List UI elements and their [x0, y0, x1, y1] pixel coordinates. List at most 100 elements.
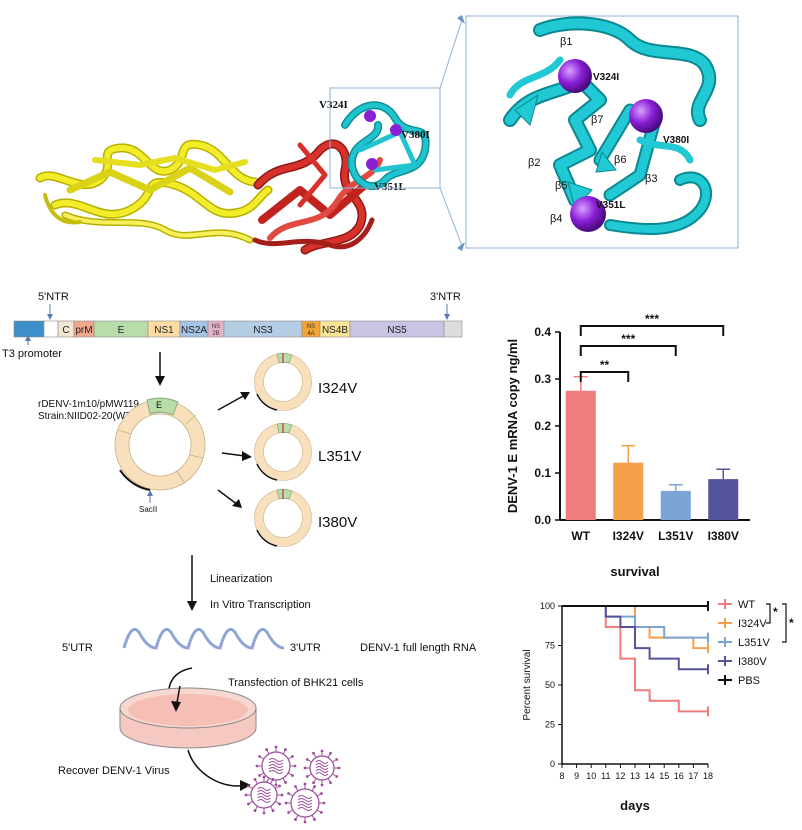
genome-segment [13, 320, 45, 338]
virion-spike-tip [312, 751, 315, 755]
recover-arrow-icon [240, 780, 251, 791]
mutant-e-region [276, 423, 293, 434]
virion-spike-tip [294, 818, 297, 821]
protein-structure: V324I V380I V351L [35, 15, 465, 255]
genome-segment-label: NS3 [253, 325, 273, 336]
virion-spike [295, 814, 299, 819]
surv-x-tick-label: 16 [674, 771, 684, 781]
sphere-v351l [366, 158, 378, 170]
virion-spike-tip [313, 818, 316, 821]
bar-y-tick-label: 0.4 [534, 325, 551, 339]
virion-spike [287, 756, 292, 760]
bar-y-tick-label: 0.1 [534, 466, 551, 480]
virion-spike [307, 759, 312, 763]
bar-y-tick-label: 0.0 [534, 513, 551, 527]
virion-genome [257, 796, 271, 800]
bar-category-label: I324V [613, 529, 644, 543]
bar-i380v [708, 479, 739, 520]
zoom-panel: β1 β7 β2 β6 β5 β3 β4 V324I V380I V351L [465, 15, 739, 249]
mutant-plasmid-outline [263, 362, 303, 402]
virion-genome [257, 790, 271, 794]
virion-spike-tip [335, 758, 339, 761]
virion-spike [249, 801, 253, 804]
virion-spike-tip [320, 811, 323, 814]
virion-spike-tip [303, 766, 307, 770]
step-linearization: Linearization [210, 573, 272, 585]
bar-category-label: L351V [658, 529, 693, 543]
strand-label-b6: β6 [614, 154, 626, 166]
zoom-connector-bottom [439, 187, 463, 247]
virion-spike [260, 772, 265, 776]
sphere-v380i [390, 124, 402, 136]
virion-spike-tip [320, 792, 323, 795]
sphere-v324i [364, 110, 376, 122]
virion-genome [297, 807, 313, 811]
surv-significance-label: * [773, 605, 778, 619]
recover-arrow [187, 749, 246, 787]
significance-label: *** [621, 332, 635, 346]
surv-x-tick-label: 11 [601, 771, 610, 781]
mutant-plasmid [254, 353, 312, 411]
virion-spike [311, 814, 315, 819]
mutant-label-i380v: I380V [318, 514, 357, 531]
transfection-label: Transfection of BHK21 cells [228, 677, 364, 689]
virion-genome [257, 793, 271, 797]
virion-spike-tip [287, 811, 290, 814]
virion-spike-tip [247, 802, 250, 806]
surv-x-tick-label: 10 [586, 771, 596, 781]
genome-segment-label: NS4B [322, 325, 348, 336]
virion-spike-tip [284, 748, 287, 751]
site-label: SacII [139, 505, 157, 514]
bar-i324v [613, 462, 644, 520]
virion-spike [316, 809, 321, 813]
virion-spike-tip [244, 793, 248, 797]
virion-spike [289, 809, 294, 813]
virion-genome [257, 799, 271, 803]
bar-category-label: I380V [708, 529, 739, 543]
plasmid-name: rDENV-1m10/pMW119 [38, 399, 139, 410]
ntr3-arrow-icon [444, 314, 450, 320]
virion-spike [332, 759, 337, 763]
virion-spike-tip [265, 748, 268, 751]
mutation-label-v380i: V380I [401, 129, 430, 141]
flow-arrow-icon [155, 376, 165, 386]
survival-line-i324v [562, 605, 708, 650]
virion-spike [260, 756, 265, 760]
virion-spike [255, 780, 258, 784]
site-arrow-icon [147, 490, 153, 496]
virus-particles [244, 745, 341, 824]
virion-spike [282, 750, 286, 755]
virion-genome [297, 798, 313, 802]
strand-label-b7: β7 [591, 114, 603, 126]
virion-spike [287, 772, 292, 776]
significance-bracket [579, 371, 630, 382]
virion-spike-tip [278, 802, 281, 806]
strand-label-b1: β1 [560, 36, 572, 48]
genome-segment-label: NS5 [387, 325, 407, 336]
surv-x-tick-label: 9 [574, 771, 579, 781]
surv-significance-bracket [766, 603, 771, 624]
virion-spike-tip [287, 792, 290, 795]
virion-spike-tip [293, 764, 297, 768]
rna-label: DENV-1 full length RNA [360, 642, 477, 654]
surv-y-tick-label: 50 [545, 680, 555, 690]
bar-wt [565, 390, 596, 520]
mutant-e-region [276, 353, 293, 364]
significance-bracket [579, 325, 725, 336]
virion-spike-tip [294, 785, 297, 788]
mutant-plasmid-backbone [256, 393, 278, 411]
virion-spike-tip [274, 745, 278, 749]
virion-spike [313, 753, 317, 758]
virion-spike-tip [320, 749, 324, 753]
zoom-label-v380i: V380I [663, 135, 689, 146]
zoom-sphere-v324i [558, 59, 592, 93]
virion-spike [266, 750, 270, 755]
ntr5-label: 5'NTR [38, 291, 69, 303]
strand-label-b4: β4 [550, 213, 562, 225]
zoom-label-v324i: V324I [593, 72, 619, 83]
bar-chart: 0.0 0.1 0.2 0.3 0.4 DENV-1 E mRNA copy ng/ml W… [505, 312, 750, 543]
significance-label: *** [645, 312, 659, 326]
virion-spike-tip [284, 781, 287, 784]
